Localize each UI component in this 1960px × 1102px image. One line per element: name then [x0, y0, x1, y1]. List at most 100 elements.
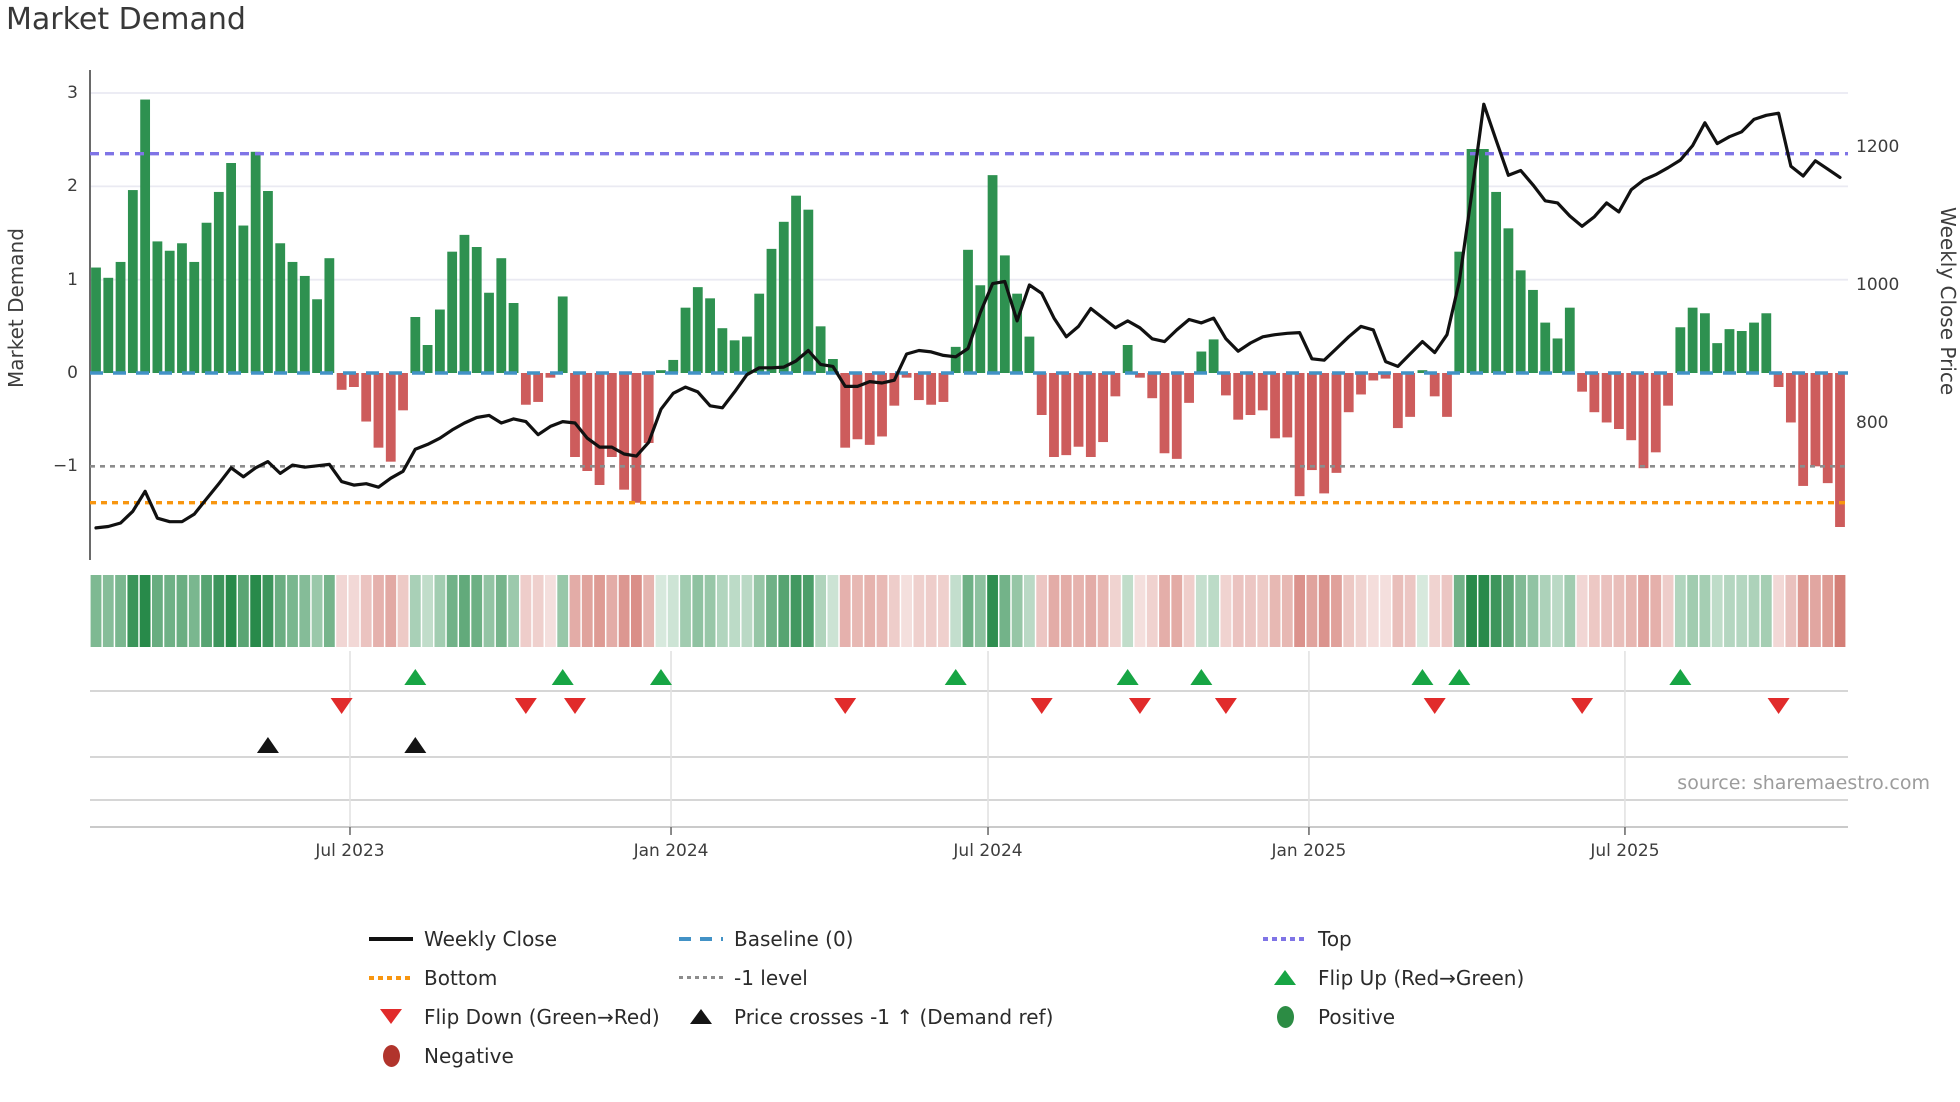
x-tick-label: Jul 2024 — [953, 841, 1023, 861]
demand-bar — [1798, 373, 1809, 486]
demand-bar — [545, 373, 556, 378]
heat-cell — [888, 575, 900, 647]
heat-cell — [999, 575, 1011, 647]
heat-cell — [127, 575, 139, 647]
legend-item-weekly-close: Weekly Close — [368, 919, 660, 958]
demand-bar — [570, 373, 580, 457]
heat-cell — [409, 575, 421, 647]
demand-bar — [238, 225, 249, 373]
heat-cell — [581, 575, 593, 647]
demand-bar — [250, 151, 261, 373]
heat-cell — [1318, 575, 1330, 647]
heat-cell — [1306, 575, 1318, 647]
demand-bar — [766, 248, 777, 373]
heat-cell — [852, 575, 863, 647]
demand-bar — [484, 292, 494, 373]
demand-bar — [1282, 373, 1293, 438]
demand-bar — [656, 370, 666, 373]
demand-bar — [1036, 373, 1047, 415]
demand-bar — [422, 345, 433, 373]
demand-bar — [324, 258, 335, 373]
heat-cell — [557, 575, 569, 647]
heat-cell — [188, 575, 200, 647]
weekly-close-line-swatch — [368, 936, 414, 941]
demand-bar — [1589, 373, 1600, 413]
demand-bar — [1638, 373, 1649, 469]
heat-cell — [901, 575, 912, 647]
y-tick-label-left: 0 — [67, 363, 78, 383]
heat-cell — [1834, 575, 1846, 647]
heat-cell — [1785, 575, 1797, 647]
flip-down-marker — [1214, 698, 1237, 714]
demand-bar — [582, 373, 593, 471]
demand-bar — [938, 373, 949, 402]
heat-cell — [1257, 575, 1269, 647]
demand-bar — [1528, 289, 1538, 373]
heat-cell — [655, 575, 667, 647]
baseline-swatch — [678, 936, 724, 941]
demand-bar — [226, 163, 236, 373]
heat-cell — [201, 575, 212, 647]
heat-cell — [950, 575, 962, 647]
demand-bar — [1454, 251, 1465, 373]
demand-bar — [1270, 373, 1280, 439]
demand-bar — [1110, 373, 1121, 397]
demand-bar — [1442, 373, 1452, 417]
demand-bar — [1491, 191, 1502, 373]
demand-bar — [287, 261, 298, 373]
heat-cell — [446, 575, 458, 647]
heat-cell — [1613, 575, 1625, 647]
heat-cell — [1134, 575, 1146, 647]
flip-down-marker — [1767, 698, 1790, 714]
legend-label: Bottom — [424, 965, 498, 990]
flip-down-triangle-icon — [368, 1009, 414, 1024]
heat-cell — [606, 575, 618, 647]
flip-down-marker — [1030, 698, 1053, 714]
heat-cell — [397, 575, 409, 647]
flip-down-marker — [1571, 698, 1594, 714]
demand-bar — [471, 247, 482, 373]
demand-bar — [1601, 373, 1612, 423]
demand-bar — [803, 209, 814, 373]
demand-bar — [1208, 339, 1219, 373]
heat-cell — [225, 575, 237, 647]
demand-bar — [1724, 329, 1735, 373]
legend-label: Flip Down (Green→Red) — [424, 1004, 660, 1029]
heat-cell — [434, 575, 446, 647]
legend-label: Baseline (0) — [734, 926, 854, 951]
heat-cell — [643, 575, 655, 647]
price-cross-marker — [256, 737, 279, 753]
demand-bar — [1822, 373, 1833, 484]
demand-bar — [705, 298, 715, 373]
demand-bar — [1429, 373, 1440, 397]
demand-bar — [1663, 373, 1673, 406]
demand-bar — [1184, 373, 1194, 403]
heat-cell — [348, 575, 360, 647]
heat-cell — [1060, 575, 1072, 647]
heat-cell — [360, 575, 372, 647]
demand-bar — [950, 346, 961, 373]
heat-cell — [483, 575, 495, 647]
heat-cell — [1281, 575, 1293, 647]
demand-bar — [791, 195, 801, 373]
demand-bar — [1835, 373, 1845, 527]
heat-cell — [1355, 575, 1367, 647]
heat-cell — [1245, 575, 1256, 647]
demand-bar — [1712, 343, 1723, 373]
demand-bar — [1392, 373, 1403, 429]
heat-cell — [1146, 575, 1158, 647]
heat-cell — [495, 575, 507, 647]
heat-cell — [237, 575, 249, 647]
flip-down-marker — [514, 698, 537, 714]
heat-cell — [1687, 575, 1699, 647]
heat-cell — [1036, 575, 1048, 647]
legend-item-flip-down: Flip Down (Green→Red) — [368, 997, 660, 1036]
demand-bar — [1331, 373, 1342, 473]
demand-bar — [115, 261, 126, 373]
heat-cell — [1109, 575, 1121, 647]
demand-bar — [975, 285, 986, 373]
heat-cell — [1343, 575, 1355, 647]
heat-cell — [287, 575, 298, 647]
heat-cell — [1674, 575, 1686, 647]
